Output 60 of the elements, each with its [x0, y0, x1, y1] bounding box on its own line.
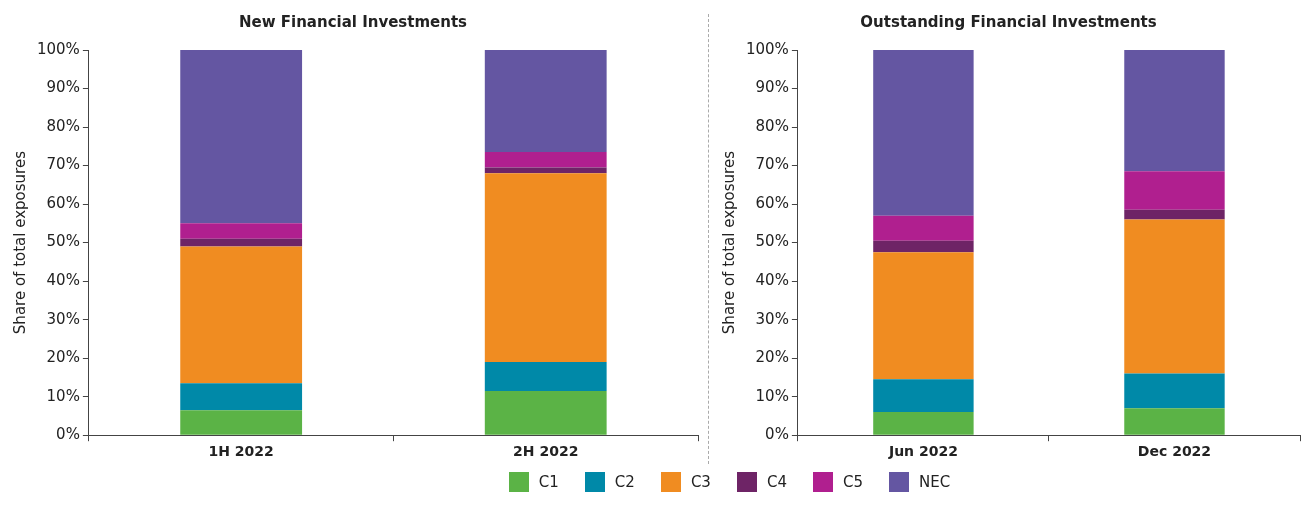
bar [1124, 219, 1225, 374]
y-tick-label: 30% [755, 309, 789, 328]
y-tick-label: 60% [46, 193, 80, 212]
legend-label: C4 [766, 473, 787, 491]
y-tick-label: 40% [755, 271, 789, 290]
bar [484, 152, 607, 168]
y-axis-title: Share of total exposures [719, 150, 738, 335]
bar [873, 252, 974, 380]
bar [1124, 408, 1225, 435]
y-tick-label: 20% [46, 348, 80, 367]
legend-label: C1 [538, 473, 559, 491]
y-tick-label: 80% [755, 116, 789, 135]
x-tick-label: Dec 2022 [1137, 443, 1212, 460]
bar [180, 410, 303, 435]
y-tick-label: 50% [46, 232, 80, 251]
bar [1124, 50, 1225, 172]
bar [1124, 171, 1225, 210]
legend-label: C5 [842, 473, 863, 491]
bar [484, 50, 607, 153]
bar [873, 240, 974, 253]
bar [180, 50, 303, 224]
x-tick-label: 1H 2022 [208, 443, 274, 460]
y-tick-label: 60% [755, 193, 789, 212]
y-tick-label: 100% [745, 39, 789, 58]
bar [180, 223, 303, 239]
y-tick-label: 100% [36, 39, 80, 58]
bar [873, 50, 974, 216]
y-tick-label: 20% [755, 348, 789, 367]
y-axis-title: Share of total exposures [10, 150, 29, 335]
y-tick-label: 90% [46, 78, 80, 97]
legend-label: C3 [690, 473, 711, 491]
bar [1124, 209, 1225, 220]
chart-title: New Financial Investments [238, 12, 468, 31]
chart-title: Outstanding Financial Investments [860, 12, 1157, 31]
bar [873, 379, 974, 413]
y-tick-label: 90% [755, 78, 789, 97]
y-tick-label: 70% [755, 155, 789, 174]
x-tick-label: 2H 2022 [513, 443, 579, 460]
bar [180, 383, 303, 411]
legend-label: NEC [918, 473, 951, 491]
bar [180, 246, 303, 384]
y-tick-label: 40% [46, 271, 80, 290]
y-tick-label: 10% [46, 386, 80, 405]
bar [484, 390, 607, 435]
y-tick-label: 0% [765, 425, 789, 444]
legend-label: C2 [614, 473, 635, 491]
y-tick-label: 50% [755, 232, 789, 251]
bar [180, 238, 303, 247]
y-tick-label: 0% [56, 425, 80, 444]
bar [873, 215, 974, 241]
bar [484, 173, 607, 363]
bar [873, 412, 974, 435]
bar [1124, 373, 1225, 409]
y-tick-label: 10% [755, 386, 789, 405]
bar [484, 362, 607, 391]
y-tick-label: 70% [46, 155, 80, 174]
y-tick-label: 80% [46, 116, 80, 135]
y-tick-label: 30% [46, 309, 80, 328]
x-tick-label: Jun 2022 [887, 443, 958, 460]
bar [484, 167, 607, 174]
